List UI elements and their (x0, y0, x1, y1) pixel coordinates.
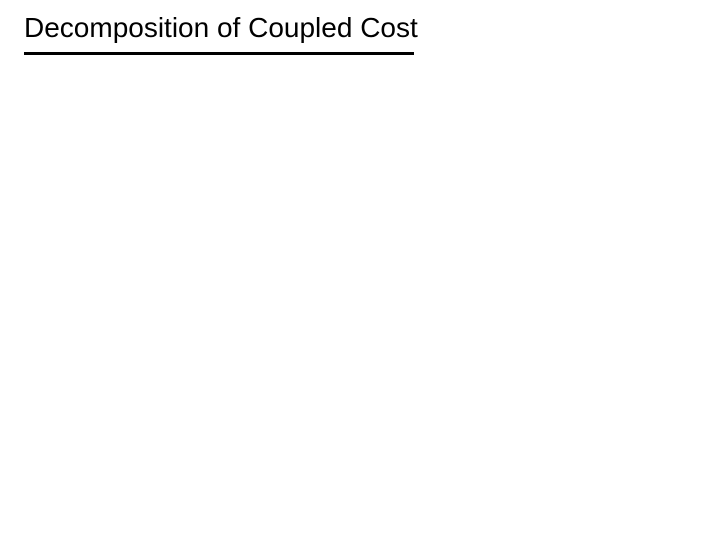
slide: Decomposition of Coupled Cost (0, 0, 720, 540)
title-block: Decomposition of Coupled Cost (24, 12, 418, 44)
title-underline (24, 52, 414, 55)
slide-title: Decomposition of Coupled Cost (24, 12, 418, 44)
